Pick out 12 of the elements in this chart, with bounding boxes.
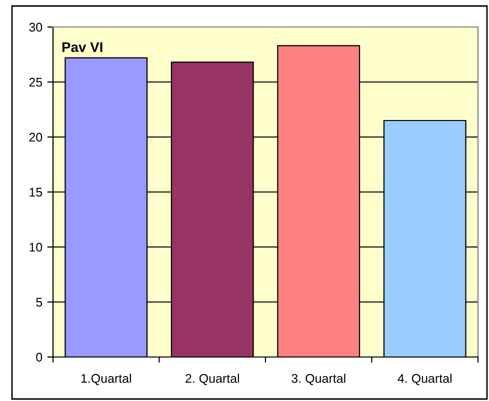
text: Pav VI [62,42,102,52]
x-tick-label: 1.Quartal [81,374,131,386]
y-tick-label: 25 [29,78,42,87]
y-tick-label: 30 [29,22,42,32]
y-tick-label: 0 [36,352,42,362]
x-tick-label: 4. Quartal [398,374,452,386]
y-tick-label: 20 [29,132,42,142]
y-tick-label: 10 [30,242,42,252]
y-tick-label: 5 [36,298,42,307]
x-tick-label: 2. Quartal [186,374,239,386]
x-tick-label: 3. Quartal [292,374,346,386]
y-tick-label: 15 [30,188,42,197]
